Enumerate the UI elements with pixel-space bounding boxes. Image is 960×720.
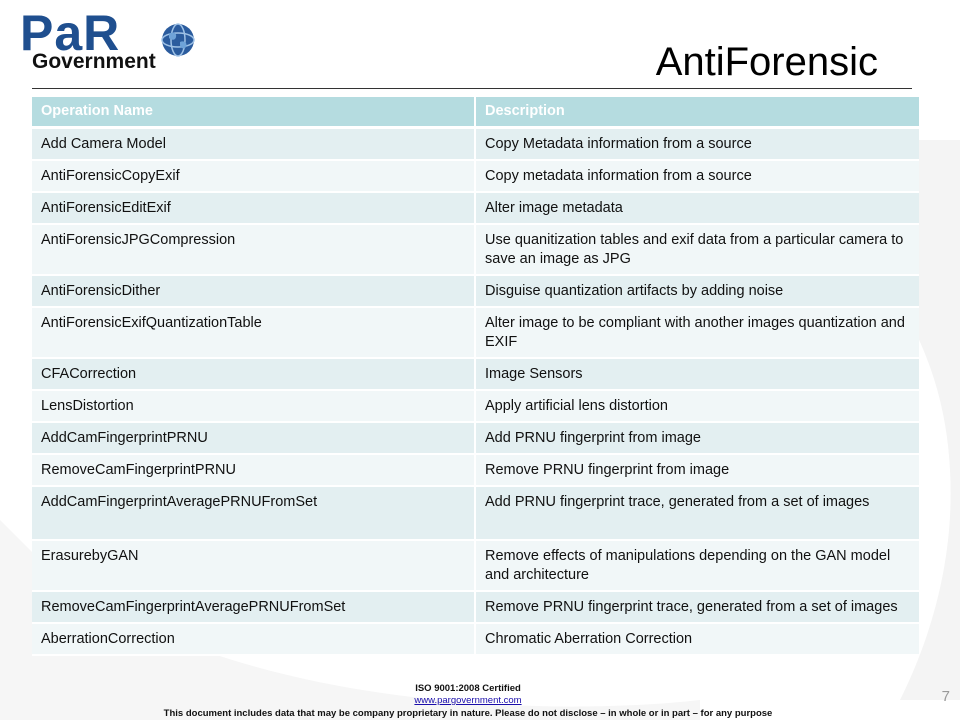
- footer-certification: ISO 9001:2008 Certified: [415, 683, 521, 694]
- description-cell: Remove PRNU fingerprint trace, generated…: [475, 591, 919, 624]
- description-cell: Image Sensors: [475, 358, 919, 391]
- operation-name-cell: LensDistortion: [32, 390, 476, 423]
- table-row: ErasurebyGAN Remove effects of manipulat…: [32, 540, 919, 592]
- logo-wordmark: PaR: [20, 5, 121, 61]
- footer-website-link[interactable]: www.pargovernment.com: [414, 695, 522, 706]
- footer-proprietary-notice: This document includes data that may be …: [163, 708, 773, 719]
- logo-subtitle: Government: [32, 50, 156, 73]
- operation-name-cell: AntiForensicJPGCompression: [32, 224, 476, 276]
- table-row: RemoveCamFingerprintAveragePRNUFromSet R…: [32, 591, 919, 624]
- table-row: RemoveCamFingerprintPRNU Remove PRNU fin…: [32, 454, 919, 487]
- description-cell: Copy metadata information from a source: [475, 160, 919, 193]
- operation-name-cell: ErasurebyGAN: [32, 540, 476, 592]
- table-row: AntiForensicEditExif Alter image metadat…: [32, 192, 919, 225]
- operation-name-cell: AddCamFingerprintPRNU: [32, 422, 476, 455]
- description-cell: Disguise quantization artifacts by addin…: [475, 275, 919, 308]
- operations-table: Operation Name Description Add Camera Mo…: [32, 97, 919, 656]
- globe-icon: [161, 23, 195, 57]
- table-row: AberrationCorrection Chromatic Aberratio…: [32, 623, 919, 656]
- operation-name-cell: AntiForensicExifQuantizationTable: [32, 307, 476, 359]
- description-cell: Alter image to be compliant with another…: [475, 307, 919, 359]
- description-cell: Remove PRNU fingerprint from image: [475, 454, 919, 487]
- operation-name-cell: Add Camera Model: [32, 127, 476, 161]
- description-cell: Alter image metadata: [475, 192, 919, 225]
- table-row: AddCamFingerprintPRNU Add PRNU fingerpri…: [32, 422, 919, 455]
- operation-name-cell: RemoveCamFingerprintAveragePRNUFromSet: [32, 591, 476, 624]
- table-row: AntiForensicCopyExif Copy metadata infor…: [32, 160, 919, 193]
- title-divider: [32, 88, 912, 89]
- operation-name-cell: AntiForensicEditExif: [32, 192, 476, 225]
- operation-name-cell: AntiForensicDither: [32, 275, 476, 308]
- operation-name-cell: RemoveCamFingerprintPRNU: [32, 454, 476, 487]
- description-cell: Apply artificial lens distortion: [475, 390, 919, 423]
- description-cell: Add PRNU fingerprint trace, generated fr…: [475, 486, 919, 541]
- description-cell: Use quanitization tables and exif data f…: [475, 224, 919, 276]
- table-header-row: Operation Name Description: [32, 97, 919, 129]
- description-cell: Remove effects of manipulations dependin…: [475, 540, 919, 592]
- description-cell: Copy Metadata information from a source: [475, 127, 919, 161]
- operation-name-cell: CFACorrection: [32, 358, 476, 391]
- page-number: 7: [941, 688, 950, 705]
- table-row: CFACorrection Image Sensors: [32, 358, 919, 391]
- operation-name-cell: AberrationCorrection: [32, 623, 476, 656]
- operation-name-cell: AddCamFingerprintAveragePRNUFromSet: [32, 486, 476, 541]
- operation-name-cell: AntiForensicCopyExif: [32, 160, 476, 193]
- table-row: AntiForensicDither Disguise quantization…: [32, 275, 919, 308]
- table-row: AddCamFingerprintAveragePRNUFromSet Add …: [32, 486, 919, 541]
- description-cell: Add PRNU fingerprint from image: [475, 422, 919, 455]
- description-cell: Chromatic Aberration Correction: [475, 623, 919, 656]
- table-row: LensDistortion Apply artificial lens dis…: [32, 390, 919, 423]
- company-logo: PaR Government: [18, 8, 200, 76]
- slide-title: AntiForensic: [655, 40, 878, 84]
- table-row: Add Camera Model Copy Metadata informati…: [32, 127, 919, 161]
- column-header-description: Description: [475, 97, 919, 129]
- table-row: AntiForensicExifQuantizationTable Alter …: [32, 307, 919, 359]
- table-row: AntiForensicJPGCompression Use quanitiza…: [32, 224, 919, 276]
- column-header-operation-name: Operation Name: [32, 97, 476, 129]
